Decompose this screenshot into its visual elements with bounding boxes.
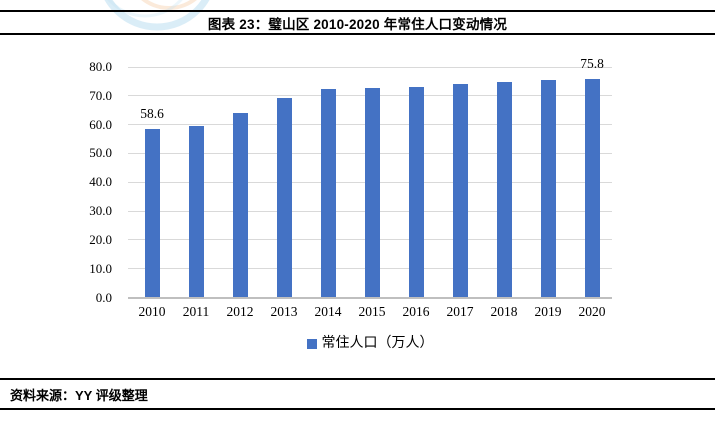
bar-2015: [364, 88, 380, 298]
x-tick-label: 2014: [314, 304, 342, 319]
bar-2020: [584, 79, 600, 298]
bar-2011: [188, 125, 204, 298]
bar-2012: [232, 113, 248, 298]
title-divider: [0, 33, 715, 35]
x-tick-label: 2011: [182, 304, 210, 319]
y-tick-label: 80.0: [89, 59, 112, 74]
bar-2019: [540, 79, 556, 298]
bottom-divider: [0, 408, 715, 410]
top-divider: [0, 10, 715, 12]
y-tick-label: 60.0: [89, 116, 112, 132]
x-tick-label: 2020: [578, 304, 606, 319]
bar-2013: [276, 98, 292, 298]
x-tick-label: 2017: [446, 304, 474, 319]
data-label-2010: 58.6: [140, 105, 164, 121]
x-tick-label: 2019: [534, 304, 562, 319]
y-tick-label: 0.0: [95, 289, 112, 305]
bar-2016: [408, 86, 424, 298]
legend-series-label: 常住人口（万人）: [321, 336, 434, 351]
bar-2014: [320, 89, 336, 298]
source-note: 资料来源：YY 评级整理: [10, 388, 148, 403]
y-tick-label: 40.0: [89, 174, 112, 190]
y-tick-label: 70.0: [89, 87, 112, 103]
x-tick-label: 2015: [358, 304, 386, 319]
bar-2010: [144, 128, 160, 298]
source-divider: [0, 378, 715, 380]
x-tick-label: 2018: [490, 304, 518, 319]
gridline: [128, 66, 612, 68]
y-tick-label: 20.0: [89, 231, 112, 247]
bar-2017: [452, 83, 468, 298]
x-tick-label: 2012: [226, 304, 254, 319]
legend-swatch-icon: [306, 339, 317, 349]
chart-legend: 常住人口（万人）: [128, 336, 612, 352]
x-tick-label: 2010: [138, 304, 166, 319]
y-tick-label: 30.0: [89, 203, 112, 219]
data-label-2020: 75.8: [580, 56, 604, 72]
chart-title: 图表 23：璧山区 2010-2020 年常住人口变动情况: [207, 17, 508, 32]
y-tick-label: 10.0: [89, 260, 112, 276]
bar-2018: [496, 81, 512, 298]
x-tick-label: 2013: [270, 304, 298, 319]
y-tick-label: 50.0: [89, 145, 112, 161]
x-tick-label: 2016: [402, 304, 430, 319]
x-axis-line: [128, 297, 612, 299]
